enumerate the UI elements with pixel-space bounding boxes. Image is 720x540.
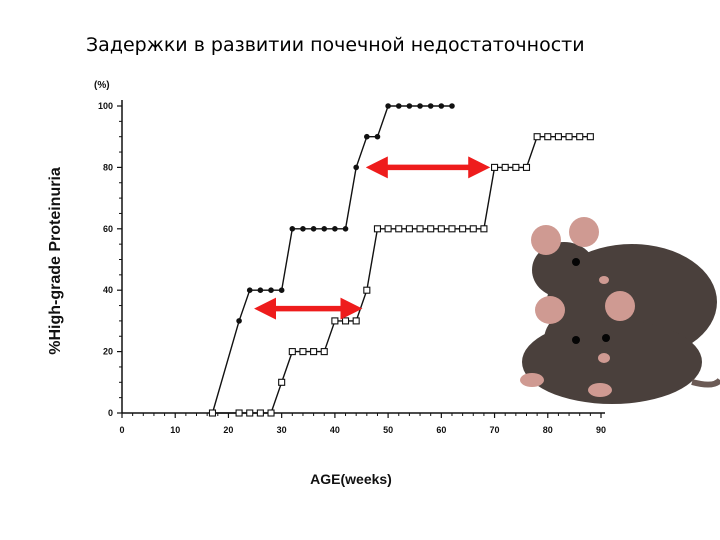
data-point: [332, 226, 338, 232]
data-point: [235, 409, 243, 417]
data-point: [342, 226, 349, 232]
x-tick-label: 20: [223, 425, 233, 435]
data-point: [480, 225, 488, 233]
x-tick-label: 40: [330, 425, 340, 435]
x-axis-title: AGE(weeks): [310, 471, 392, 487]
data-point: [406, 103, 413, 109]
data-point: [501, 163, 509, 171]
data-point: [256, 409, 264, 417]
data-point: [449, 103, 455, 109]
data-point: [320, 348, 328, 356]
data-point: [278, 378, 286, 386]
x-tick-label: 90: [596, 425, 606, 435]
y-tick-label: 60: [103, 224, 113, 234]
data-point: [268, 287, 274, 294]
data-point: [395, 103, 402, 109]
data-point: [417, 103, 423, 109]
data-point: [554, 133, 562, 141]
data-point: [491, 163, 499, 171]
data-point: [246, 409, 254, 417]
data-point: [363, 286, 371, 294]
data-point: [246, 287, 253, 294]
data-point: [395, 225, 403, 233]
data-point: [353, 164, 359, 171]
data-point: [565, 133, 573, 141]
data-point: [331, 317, 339, 325]
data-point: [469, 225, 477, 233]
data-point: [576, 133, 584, 141]
x-tick-label: 0: [119, 425, 124, 435]
data-point: [300, 226, 306, 232]
data-point: [321, 226, 328, 232]
data-point: [288, 348, 296, 356]
data-point: [533, 133, 541, 141]
data-point: [512, 163, 520, 171]
rats-photo-icon: [520, 217, 720, 404]
data-point: [267, 409, 275, 417]
data-point: [374, 133, 381, 140]
y-tick-label: 40: [103, 285, 113, 295]
data-point: [448, 225, 456, 233]
data-point: [459, 225, 467, 233]
data-point: [438, 103, 445, 109]
data-point: [364, 133, 370, 140]
data-point: [405, 225, 413, 233]
data-point: [236, 318, 242, 324]
x-tick-label: 30: [277, 425, 287, 435]
series-line-0: [211, 105, 452, 414]
data-point: [437, 225, 445, 233]
data-point: [427, 103, 434, 109]
x-tick-label: 50: [383, 425, 393, 435]
x-tick-label: 80: [543, 425, 553, 435]
data-point: [544, 133, 552, 141]
y-unit-label: (%): [94, 80, 110, 91]
slide-title: Задержки в развитии почечной недостаточн…: [86, 34, 585, 56]
data-point: [310, 348, 318, 356]
data-point: [257, 287, 264, 294]
data-point: [208, 409, 217, 417]
x-tick-label: 10: [170, 425, 180, 435]
data-point: [299, 348, 307, 356]
data-point: [416, 225, 424, 233]
y-tick-label: 80: [103, 162, 113, 172]
data-point: [384, 225, 392, 233]
y-axis-title: %High-grade Proteinuria: [47, 167, 64, 355]
data-point: [586, 133, 594, 141]
y-tick-label: 0: [108, 408, 113, 418]
data-point: [310, 226, 317, 232]
data-point: [352, 317, 360, 325]
data-point: [373, 225, 382, 233]
y-tick-label: 100: [98, 101, 113, 111]
data-point: [385, 103, 391, 109]
data-point: [522, 163, 531, 171]
data-point: [289, 226, 296, 232]
data-point: [278, 287, 285, 294]
data-point: [341, 317, 350, 325]
x-tick-label: 70: [490, 425, 500, 435]
data-point: [427, 225, 435, 233]
x-tick-label: 60: [436, 425, 446, 435]
y-tick-label: 20: [103, 347, 113, 357]
